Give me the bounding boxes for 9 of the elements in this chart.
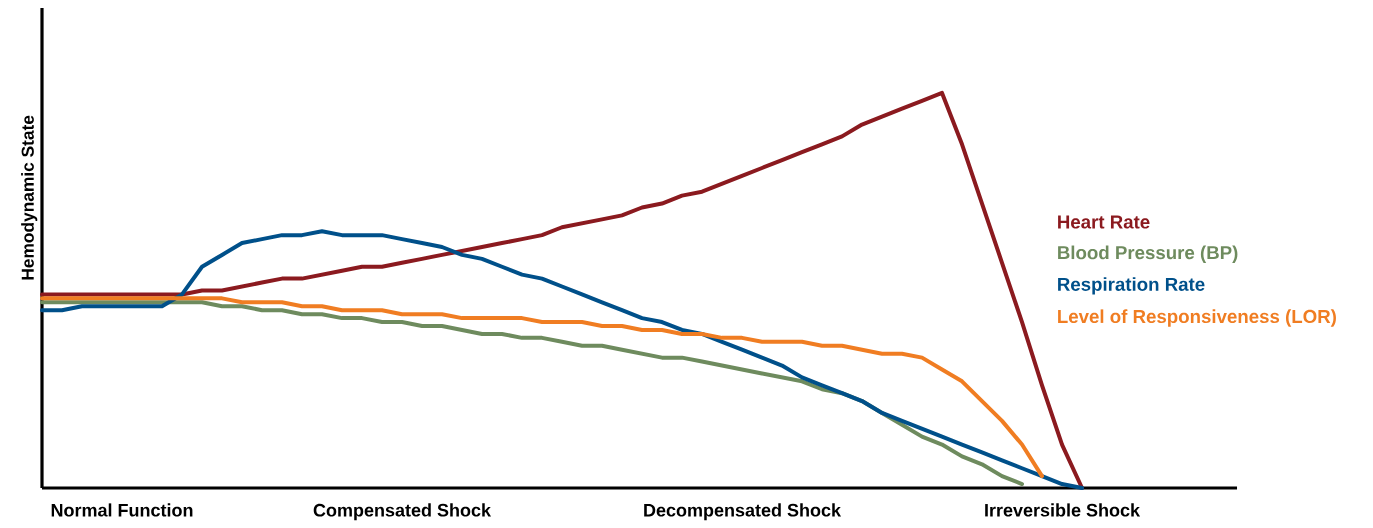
x-tick-label: Compensated Shock bbox=[313, 503, 492, 521]
y-axis-title: Hemodynamic State bbox=[21, 115, 38, 280]
text: Respiration Rate bbox=[1058, 277, 1205, 295]
x-tick-label: Normal Function bbox=[51, 503, 193, 517]
text: Level of Responsiveness (LOR) bbox=[1058, 309, 1336, 327]
text: Blood Pressure (BP) bbox=[1058, 245, 1238, 263]
x-tick-label: Decompensated Shock bbox=[644, 503, 842, 521]
x-tick-label: Irreversible Shock bbox=[985, 503, 1141, 517]
text: Heart Rate bbox=[1058, 215, 1150, 229]
